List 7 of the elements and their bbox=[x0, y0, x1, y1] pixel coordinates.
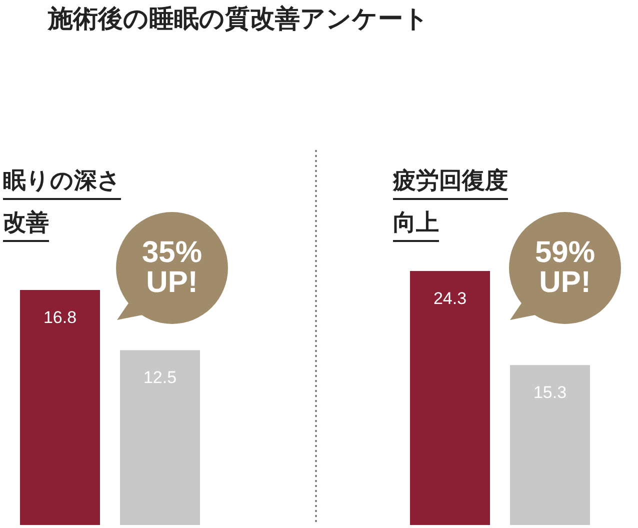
text: 施術後の睡眠の質改善アンケート bbox=[48, 3, 429, 35]
annotation: 59% UP! bbox=[534, 236, 596, 299]
annotation: 35% UP! bbox=[140, 236, 204, 299]
chart-title: 疲労回復度向上 bbox=[393, 168, 508, 242]
data-label: 24.3 bbox=[433, 289, 467, 308]
data-label: 16.8 bbox=[43, 308, 77, 327]
chart-title: 眠りの深さ改善 bbox=[3, 168, 121, 242]
